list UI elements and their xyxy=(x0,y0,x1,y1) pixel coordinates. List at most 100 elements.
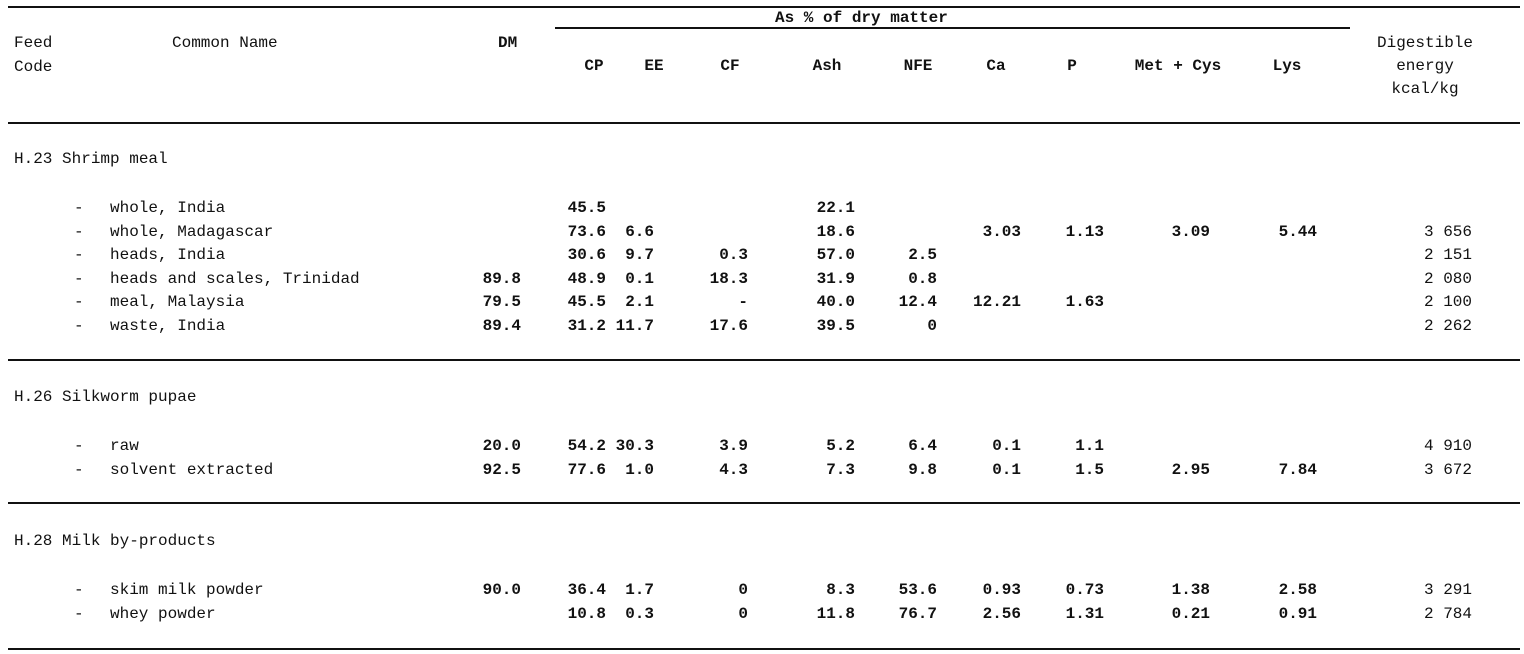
row-dash: - xyxy=(74,604,84,623)
row-dash: - xyxy=(74,581,84,599)
cell-cp: 54.2 xyxy=(567,437,606,455)
cell-digestible-energy: 2 262 xyxy=(1423,317,1472,335)
top-rule xyxy=(8,6,1520,8)
cell-cp: 36.4 xyxy=(567,581,606,599)
cell-nfe: 0.8 xyxy=(908,269,937,288)
cell-ee: 0.3 xyxy=(625,604,654,623)
cell-ca: 0.1 xyxy=(992,460,1021,479)
row-dash: - xyxy=(74,269,84,288)
cell-nfe: 53.6 xyxy=(898,581,937,599)
cell-dm: 92.5 xyxy=(482,460,521,479)
cell-ash: 5.2 xyxy=(826,437,855,455)
cell-digestible-energy: 3 291 xyxy=(1423,581,1472,599)
row-name: heads and scales, Trinidad xyxy=(110,269,360,288)
cell-p: 1.63 xyxy=(1065,293,1104,312)
header-nfe: NFE xyxy=(903,57,933,75)
cell-p: 0.73 xyxy=(1065,581,1104,599)
row-dash: - xyxy=(74,199,84,217)
cell-cf: 18.3 xyxy=(709,269,748,288)
section-rule xyxy=(8,648,1520,650)
cell-cp: 10.8 xyxy=(567,604,606,623)
section-rule xyxy=(8,359,1520,361)
cell-met-cys: 0.21 xyxy=(1171,604,1210,623)
cell-lys: 7.84 xyxy=(1278,460,1317,479)
row-name: raw xyxy=(110,437,139,455)
cell-ca: 0.1 xyxy=(992,437,1021,455)
cell-nfe: 76.7 xyxy=(898,604,937,623)
cell-digestible-energy: 2 100 xyxy=(1423,293,1472,312)
cell-p: 1.13 xyxy=(1065,222,1104,241)
row-name: skim milk powder xyxy=(110,581,264,599)
cell-lys: 5.44 xyxy=(1278,222,1317,241)
header-code: Code xyxy=(14,58,53,76)
cell-ash: 57.0 xyxy=(816,246,855,265)
cell-cp: 77.6 xyxy=(567,460,606,479)
cell-lys: 2.58 xyxy=(1278,581,1317,599)
header-feed: Feed xyxy=(14,34,53,52)
section-title: H.26 Silkworm pupae xyxy=(14,388,197,406)
header-energy-2: energy xyxy=(1396,57,1454,75)
header-group-label: As % of dry matter xyxy=(775,9,948,27)
cell-cp: 45.5 xyxy=(567,293,606,312)
cell-cf: 17.6 xyxy=(709,317,748,335)
cell-nfe: 0 xyxy=(927,317,937,335)
row-dash: - xyxy=(74,293,84,312)
cell-digestible-energy: 2 080 xyxy=(1423,269,1472,288)
cell-ash: 7.3 xyxy=(826,460,855,479)
header-cf: CF xyxy=(720,57,740,75)
cell-ca: 0.93 xyxy=(982,581,1021,599)
row-dash: - xyxy=(74,317,84,335)
cell-ca: 2.56 xyxy=(982,604,1021,623)
cell-dm: 89.8 xyxy=(482,269,521,288)
cell-ee: 9.7 xyxy=(625,246,654,265)
cell-p: 1.1 xyxy=(1075,437,1104,455)
cell-nfe: 6.4 xyxy=(908,437,937,455)
cell-p: 1.31 xyxy=(1065,604,1104,623)
header-p: P xyxy=(1067,57,1077,75)
cell-ca: 12.21 xyxy=(972,293,1021,312)
cell-ash: 8.3 xyxy=(826,581,855,599)
cell-digestible-energy: 2 151 xyxy=(1423,246,1472,265)
row-name: heads, India xyxy=(110,246,226,265)
cell-ash: 31.9 xyxy=(816,269,855,288)
cell-ee: 0.1 xyxy=(625,269,654,288)
cell-cp: 48.9 xyxy=(567,269,606,288)
row-name: meal, Malaysia xyxy=(110,293,245,312)
row-dash: - xyxy=(74,246,84,265)
cell-ash: 22.1 xyxy=(816,199,855,217)
row-dash: - xyxy=(74,460,84,479)
cell-dm: 90.0 xyxy=(482,581,521,599)
cell-cp: 31.2 xyxy=(567,317,606,335)
cell-ash: 39.5 xyxy=(816,317,855,335)
cell-ash: 40.0 xyxy=(816,293,855,312)
section-title: H.23 Shrimp meal xyxy=(14,150,168,168)
cell-ee: 6.6 xyxy=(625,222,654,241)
cell-cf: 3.9 xyxy=(719,437,748,455)
cell-cf: 0.3 xyxy=(719,246,748,265)
cell-ee: 1.0 xyxy=(625,460,654,479)
cell-dm: 79.5 xyxy=(482,293,521,312)
header-energy-1: Digestible xyxy=(1376,34,1473,52)
section-title: H.28 Milk by-products xyxy=(14,532,216,550)
header-ee: EE xyxy=(644,57,664,75)
cell-ee: 1.7 xyxy=(625,581,654,599)
row-name: whole, Madagascar xyxy=(110,222,274,241)
cell-nfe: 2.5 xyxy=(908,246,937,265)
section-rule xyxy=(8,502,1520,504)
cell-cf: - xyxy=(738,293,748,312)
cell-ash: 11.8 xyxy=(816,604,855,623)
cell-ee: 30.3 xyxy=(615,437,654,455)
cell-ee: 2.1 xyxy=(625,293,654,312)
cell-lys: 0.91 xyxy=(1278,604,1317,623)
cell-ash: 18.6 xyxy=(816,222,855,241)
cell-ee: 11.7 xyxy=(615,317,654,335)
cell-cp: 45.5 xyxy=(567,199,606,217)
cell-digestible-energy: 4 910 xyxy=(1423,437,1472,455)
header-cp: CP xyxy=(584,57,604,75)
cell-cf: 0 xyxy=(738,604,748,623)
cell-cf: 4.3 xyxy=(719,460,748,479)
cell-ca: 3.03 xyxy=(982,222,1021,241)
cell-cp: 30.6 xyxy=(567,246,606,265)
group-rule xyxy=(555,27,1350,29)
header-met-cys: Met + Cys xyxy=(1134,57,1222,75)
